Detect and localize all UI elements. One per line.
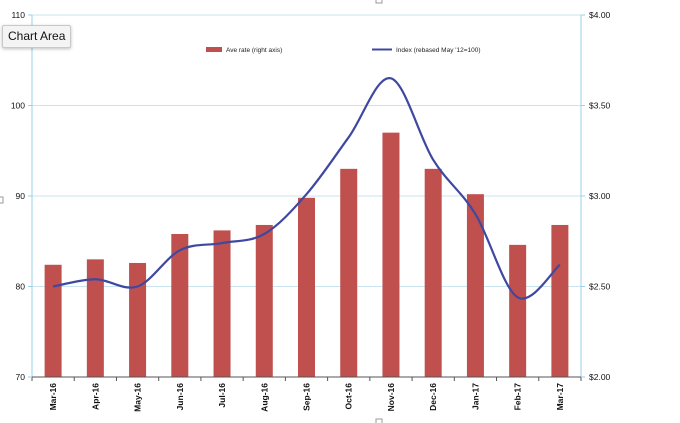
bar (298, 197, 315, 377)
bar-series (44, 132, 569, 377)
right-tick-label: $2.00 (589, 372, 611, 382)
category-label: May-16 (133, 383, 143, 412)
bar (509, 244, 527, 377)
bar (255, 224, 273, 377)
resize-handle-bottom[interactable] (375, 418, 383, 423)
category-label: Mar-17 (555, 383, 565, 411)
left-tick-label: 80 (16, 282, 26, 292)
left-tick-label: 70 (16, 372, 26, 382)
bar (382, 132, 400, 377)
legend: Ave rate (right axis) Index (rebased May … (206, 47, 481, 54)
category-label: Mar-16 (48, 383, 58, 411)
category-label: Dec-16 (428, 383, 438, 411)
left-tick-label: 110 (11, 10, 25, 20)
bar (424, 168, 442, 377)
resize-handle-left[interactable] (0, 196, 4, 204)
legend-label-line: Index (rebased May '12=100) (396, 47, 481, 54)
resize-handle-top[interactable] (375, 0, 383, 4)
bar (129, 262, 147, 377)
left-tick-label: 90 (16, 191, 26, 201)
category-label: Jul-16 (217, 383, 227, 408)
category-label: Feb-17 (513, 383, 523, 411)
bar (213, 230, 231, 377)
right-tick-label: $3.50 (589, 101, 611, 111)
category-label: Aug-16 (259, 383, 269, 412)
category-label: Oct-16 (344, 383, 354, 410)
bar (340, 168, 358, 377)
legend-label-bar: Ave rate (right axis) (226, 47, 282, 54)
tick-labels: 70 80 90 100 110 $2.00 $2.50 $3.00 $3.50 $4.00 Mar… (11, 10, 611, 412)
line-series (52, 77, 561, 300)
bar (44, 264, 62, 377)
bar (171, 234, 189, 377)
category-label: Apr-16 (90, 383, 100, 410)
index-line (52, 77, 561, 300)
category-label: Jun-16 (175, 383, 185, 411)
right-tick-label: $4.00 (589, 10, 611, 20)
category-label: Jan-17 (470, 383, 480, 410)
legend-swatch-bar (206, 47, 222, 52)
right-tick-label: $2.50 (589, 282, 611, 292)
chart-area-tooltip: Chart Area (2, 25, 72, 48)
chart-frame-handles[interactable] (0, 0, 383, 423)
bar (86, 259, 104, 377)
category-label: Nov-16 (386, 383, 396, 412)
bar (551, 224, 569, 377)
right-tick-label: $3.00 (589, 191, 611, 201)
category-label: Sep-16 (302, 383, 312, 411)
axes (28, 14, 585, 381)
left-tick-label: 100 (11, 101, 25, 111)
bar (466, 194, 484, 377)
